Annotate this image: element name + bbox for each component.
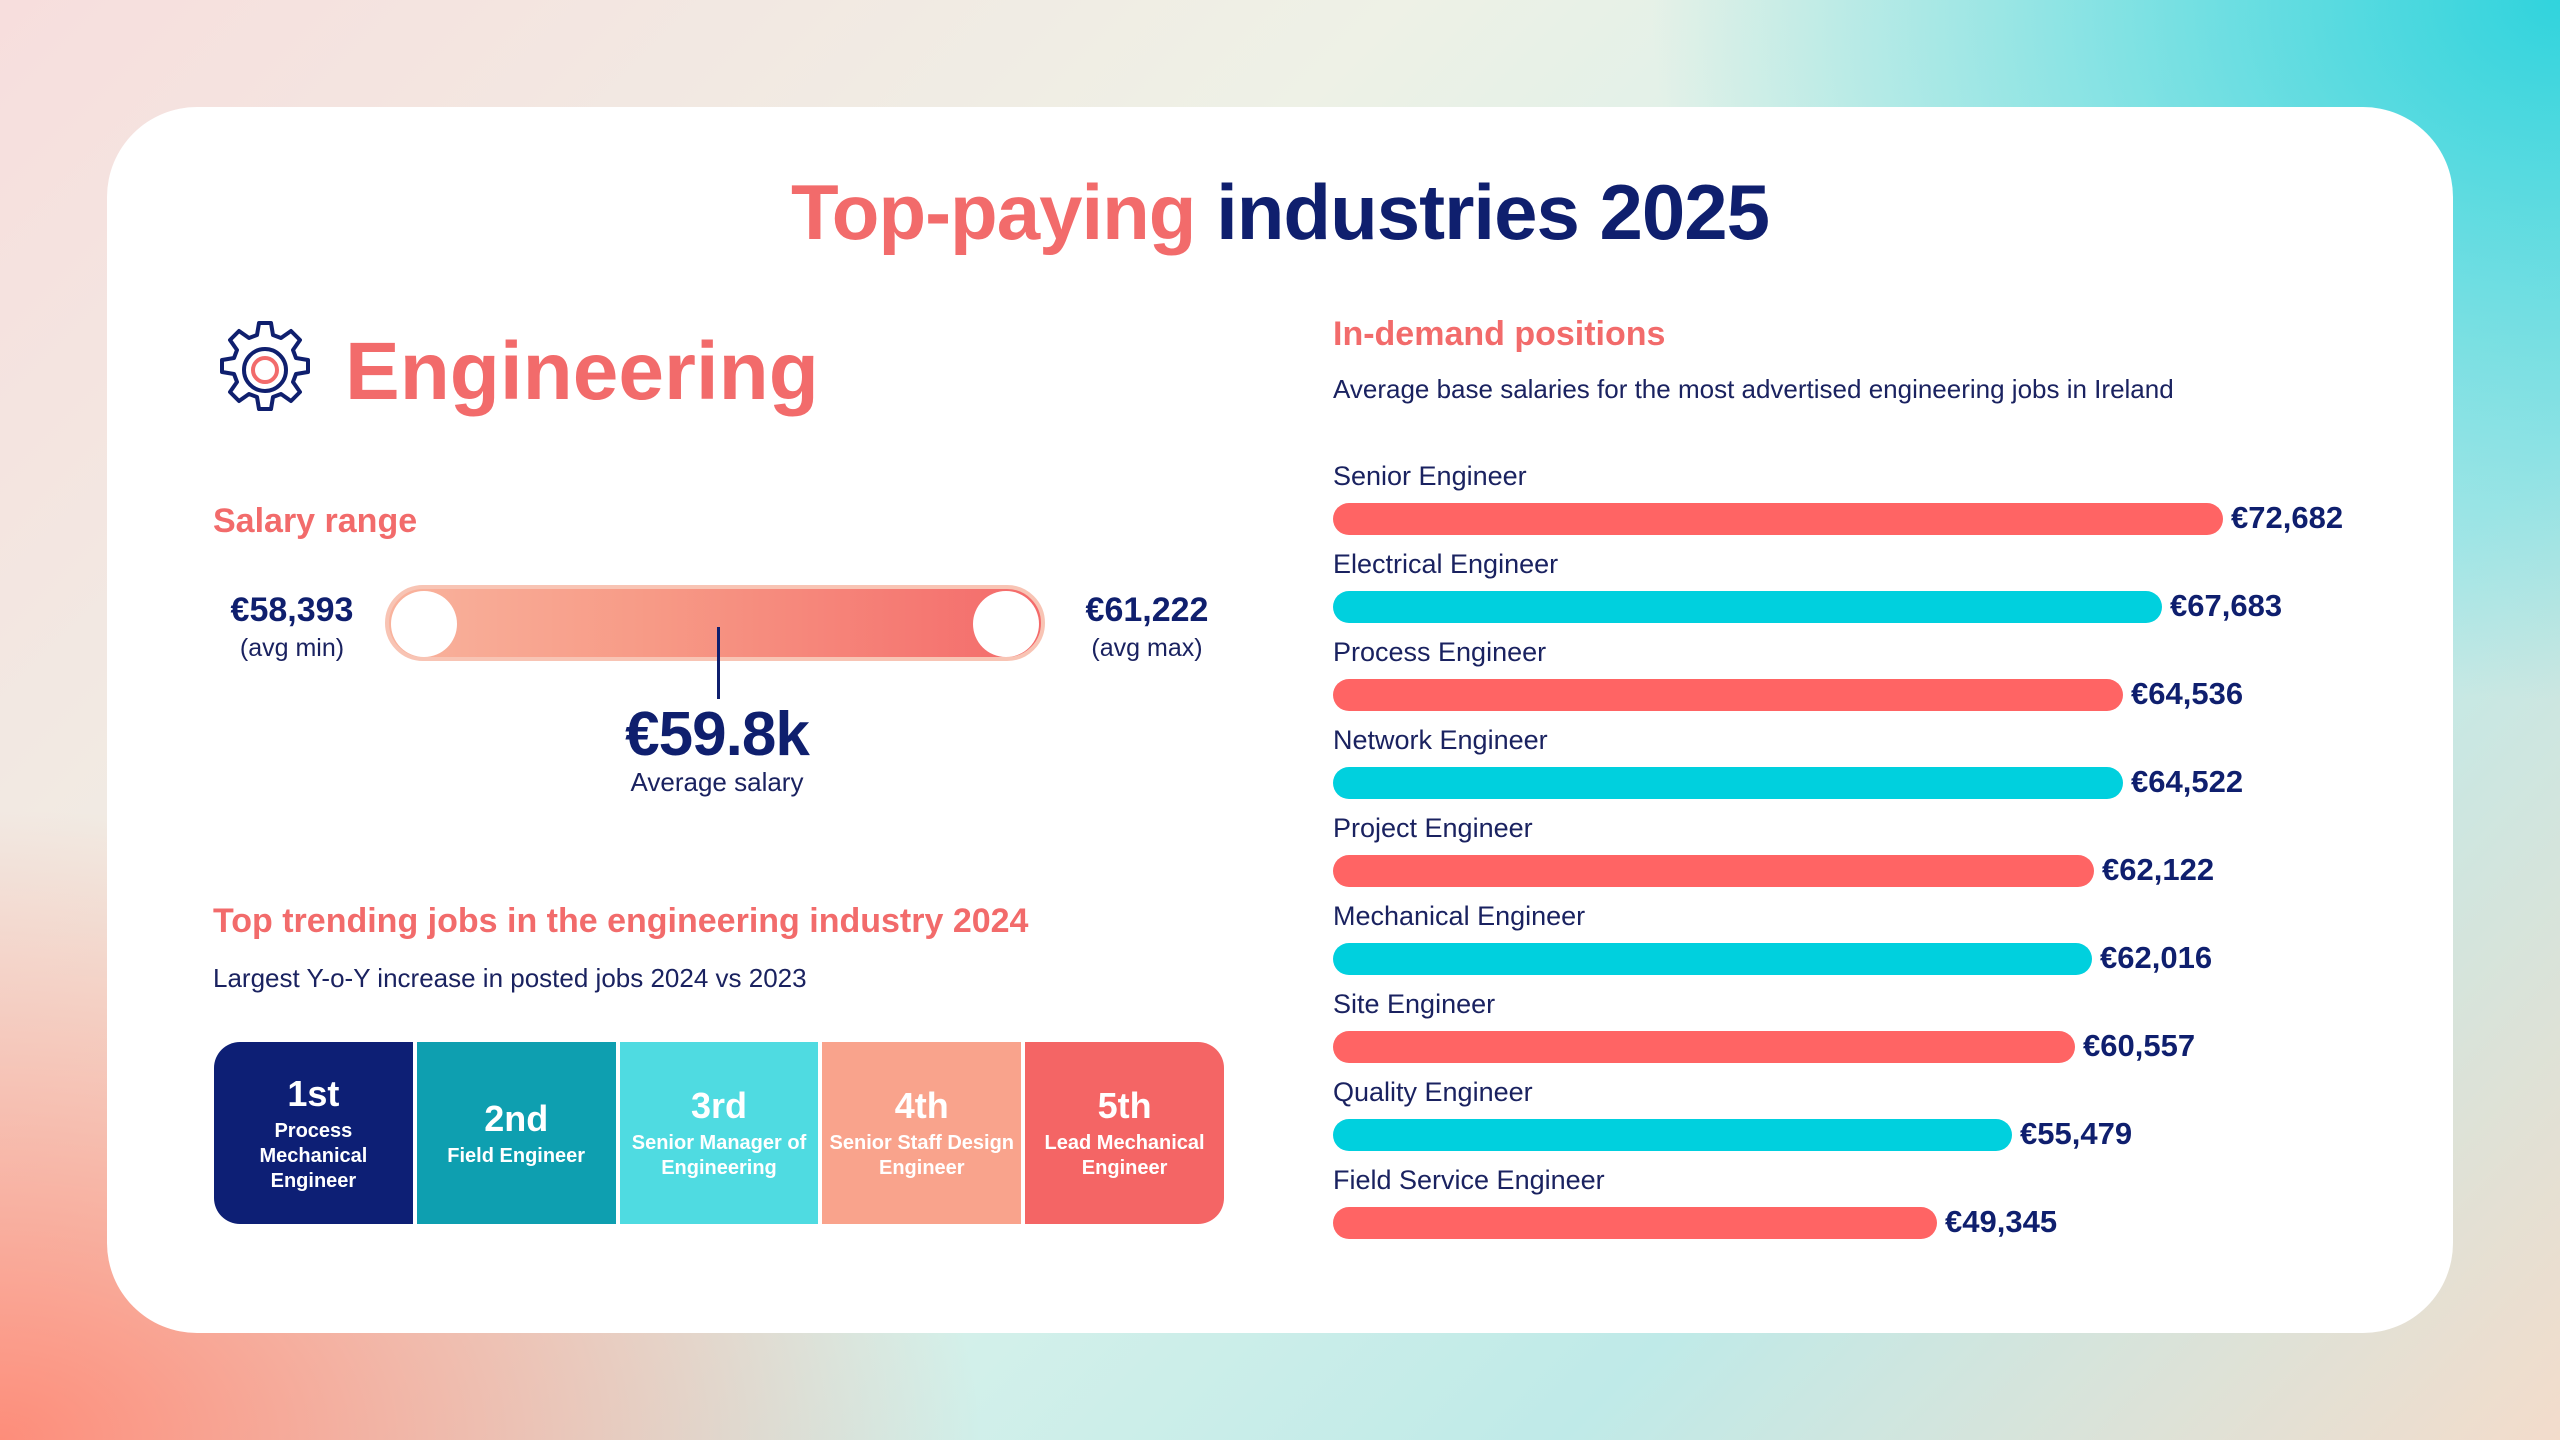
- rank-position: 1st: [287, 1072, 340, 1114]
- bar: [1333, 943, 2092, 975]
- in-demand-chart: In-demand positions Average base salarie…: [1333, 107, 2433, 1333]
- infographic-card: Top-paying industries 2025 Engineering S…: [107, 107, 2453, 1333]
- bar-value-label: €49,345: [1945, 1204, 2058, 1239]
- bar-label: Electrical Engineer: [1333, 549, 1559, 579]
- bar-value-label: €72,682: [2231, 500, 2344, 535]
- gear-icon: [220, 321, 310, 411]
- trending-subheading: Largest Y-o-Y increase in posted jobs 20…: [213, 963, 807, 993]
- bar: [1333, 1207, 1937, 1239]
- bar-label: Quality Engineer: [1333, 1077, 1533, 1107]
- rank-job-title: Field Engineer: [447, 1144, 586, 1167]
- bar: [1333, 591, 2162, 623]
- rank-position: 2nd: [484, 1097, 549, 1139]
- bar-label: Site Engineer: [1333, 989, 1496, 1019]
- bar: [1333, 767, 2123, 799]
- rank-position: 3rd: [690, 1085, 747, 1126]
- rank-job-title: Senior Manager of Engineering: [631, 1132, 807, 1179]
- trending-rank-5: 5th Lead Mechanical Engineer: [1025, 1042, 1224, 1224]
- bar-value-label: €62,016: [2100, 940, 2213, 975]
- rank-job-title: Senior Staff Design Engineer: [829, 1132, 1015, 1179]
- trending-rank-2: 2nd Field Engineer: [416, 1042, 620, 1224]
- industry-name: Engineering: [345, 326, 819, 417]
- average-salary-value: €59.8k: [625, 700, 810, 769]
- bar: [1333, 855, 2094, 887]
- trending-heading: Top trending jobs in the engineering ind…: [213, 902, 1029, 940]
- trending-rank-1: 1st Process Mechanical Engineer: [214, 1042, 417, 1224]
- salary-range-bar: [385, 585, 1045, 661]
- title-part-1: Top-paying: [790, 168, 1196, 256]
- bar-label: Mechanical Engineer: [1333, 901, 1586, 931]
- salary-max-caption: (avg max): [1091, 634, 1203, 662]
- range-max-knob: [973, 591, 1039, 657]
- bar-value-label: €60,557: [2083, 1028, 2196, 1063]
- salary-min-value: €58,393: [230, 591, 354, 629]
- bar-value-label: €64,522: [2131, 764, 2244, 799]
- rank-job-title: Process Mechanical Engineer: [259, 1119, 368, 1192]
- bar-label: Process Engineer: [1333, 637, 1547, 667]
- rank-position: 5th: [1097, 1085, 1152, 1126]
- rank-position: 4th: [894, 1085, 949, 1126]
- bar: [1333, 1031, 2075, 1063]
- trending-rank-4: 4th Senior Staff Design Engineer: [822, 1042, 1026, 1224]
- range-min-knob: [391, 591, 457, 657]
- page-title: Top-paying industries 2025: [107, 167, 2453, 258]
- bar-value-label: €67,683: [2170, 588, 2283, 623]
- salary-min-caption: (avg min): [239, 634, 345, 662]
- bar: [1333, 679, 2123, 711]
- trending-jobs-strip: 1st Process Mechanical Engineer 2nd Field E…: [214, 1042, 1224, 1224]
- bar: [1333, 503, 2223, 535]
- title-part-2: industries 2025: [1216, 168, 1770, 256]
- bar-value-label: €55,479: [2020, 1116, 2133, 1151]
- chart-title: In-demand positions: [1333, 315, 1666, 353]
- bar-value-label: €62,122: [2102, 852, 2215, 887]
- average-salary-caption: Average salary: [630, 767, 804, 797]
- bar-label: Field Service Engineer: [1333, 1165, 1605, 1195]
- bar-value-label: €64,536: [2131, 676, 2244, 711]
- bar-label: Senior Engineer: [1333, 461, 1527, 491]
- salary-max-value: €61,222: [1085, 591, 1209, 629]
- trending-rank-3: 3rd Senior Manager of Engineering: [619, 1042, 823, 1224]
- salary-range-heading: Salary range: [213, 502, 418, 540]
- average-marker: [717, 627, 720, 699]
- bar-label: Project Engineer: [1333, 813, 1533, 843]
- rank-job-title: Lead Mechanical Engineer: [1044, 1132, 1205, 1179]
- bar-label: Network Engineer: [1333, 725, 1548, 755]
- bar: [1333, 1119, 2012, 1151]
- chart-subtitle: Average base salaries for the most adver…: [1333, 374, 2174, 404]
